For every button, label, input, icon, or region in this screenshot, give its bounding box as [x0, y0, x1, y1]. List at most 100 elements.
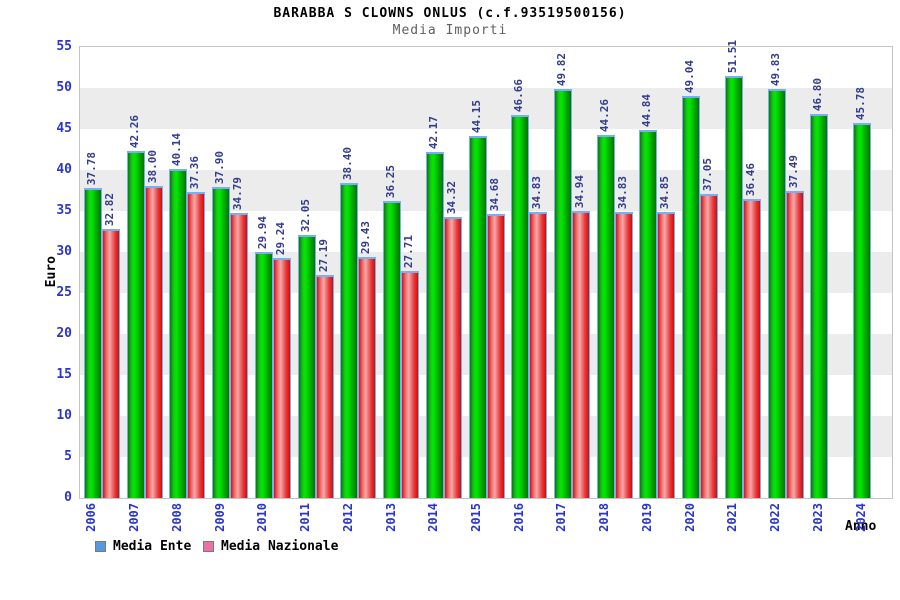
- value-label: 49.82: [554, 52, 568, 86]
- value-label: 44.15: [469, 99, 483, 133]
- y-tick-label: 5: [64, 449, 72, 464]
- value-label: 34.79: [231, 176, 245, 210]
- value-label: 44.26: [597, 98, 611, 132]
- value-label: 34.68: [487, 177, 501, 211]
- value-label: 37.36: [188, 155, 202, 189]
- bar-media-nazionale-2007: [144, 186, 163, 498]
- y-tick-label: 35: [56, 203, 72, 218]
- x-tick-label: 2007: [127, 503, 142, 532]
- x-tick-label: 2006: [84, 503, 99, 532]
- value-label: 37.49: [786, 154, 800, 188]
- y-axis-title: Euro: [44, 256, 59, 288]
- x-tick-label: 2019: [639, 503, 654, 532]
- value-label: 34.83: [530, 175, 544, 209]
- bar-media-ente-2012: [340, 183, 359, 498]
- bar-media-nazionale-2014: [443, 217, 462, 498]
- bar-media-ente-2011: [297, 235, 316, 498]
- x-tick-label: 2014: [426, 503, 441, 532]
- bar-media-nazionale-2012: [358, 257, 377, 498]
- legend-swatch-media-ente: [95, 541, 106, 552]
- value-label: 49.83: [768, 52, 782, 86]
- value-label: 38.00: [145, 149, 159, 183]
- chart-title: BARABBA S CLOWNS ONLUS (c.f.93519500156): [273, 6, 627, 21]
- y-tick-label: 40: [56, 162, 72, 177]
- value-label: 27.19: [316, 238, 330, 272]
- value-label: 51.51: [725, 39, 739, 73]
- bar-media-ente-2023: [810, 114, 829, 498]
- y-tick-label: 30: [56, 244, 72, 259]
- x-tick-label: 2020: [682, 503, 697, 532]
- bar-media-ente-2015: [468, 136, 487, 498]
- y-tick-label: 20: [56, 326, 72, 341]
- x-tick-label: 2024: [853, 503, 868, 532]
- chart-subtitle: Media Importi: [392, 23, 508, 38]
- bar-media-ente-2019: [639, 130, 658, 498]
- y-tick-label: 10: [56, 408, 72, 423]
- value-label: 44.84: [640, 93, 654, 127]
- bar-media-nazionale-2022: [785, 191, 804, 498]
- value-label: 29.43: [359, 220, 373, 254]
- x-tick-label: 2008: [169, 503, 184, 532]
- bar-media-ente-2017: [553, 89, 572, 498]
- value-label: 37.90: [213, 150, 227, 184]
- bar-media-nazionale-2006: [101, 229, 120, 498]
- bar-media-ente-2009: [212, 187, 231, 498]
- value-label: 37.78: [84, 151, 98, 185]
- bar-media-nazionale-2009: [230, 213, 249, 498]
- y-tick-label: 0: [64, 490, 72, 505]
- bar-media-ente-2014: [425, 152, 444, 498]
- value-label: 34.94: [572, 174, 586, 208]
- bar-media-nazionale-2013: [401, 271, 420, 498]
- x-tick-label: 2013: [383, 503, 398, 532]
- y-tick-label: 45: [56, 121, 72, 136]
- value-label: 38.40: [341, 146, 355, 180]
- legend-label-media-nazionale: Media Nazionale: [221, 539, 339, 554]
- value-label: 34.83: [615, 175, 629, 209]
- bar-media-ente-2024: [853, 123, 872, 498]
- value-label: 34.85: [658, 175, 672, 209]
- bar-media-nazionale-2015: [486, 214, 505, 498]
- bar-media-nazionale-2016: [529, 212, 548, 498]
- value-label: 29.94: [255, 215, 269, 249]
- legend-swatch-media-nazionale: [203, 541, 214, 552]
- value-label: 46.80: [811, 77, 825, 111]
- value-label: 36.46: [743, 162, 757, 196]
- bar-media-ente-2010: [254, 252, 273, 498]
- x-tick-label: 2015: [469, 503, 483, 532]
- x-tick-label: 2016: [511, 503, 526, 532]
- value-label: 32.82: [102, 192, 116, 226]
- x-axis-title: Anno: [845, 519, 877, 534]
- legend-label-media-ente: Media Ente: [113, 539, 192, 554]
- x-tick-label: 2010: [255, 503, 270, 532]
- bar-media-nazionale-2021: [742, 199, 761, 498]
- x-tick-label: 2021: [725, 503, 740, 532]
- value-label: 46.66: [512, 78, 526, 112]
- x-tick-label: 2012: [340, 503, 355, 532]
- x-tick-label: 2011: [298, 503, 313, 532]
- value-label: 32.05: [298, 198, 312, 232]
- bar-media-nazionale-2019: [657, 212, 676, 498]
- value-label: 34.32: [444, 180, 458, 214]
- y-tick-label: 25: [56, 285, 72, 300]
- bar-media-nazionale-2010: [272, 258, 291, 498]
- value-label: 49.04: [683, 59, 697, 93]
- bar-media-nazionale-2008: [187, 192, 206, 498]
- bar-media-nazionale-2017: [571, 211, 590, 498]
- value-label: 27.71: [402, 234, 416, 268]
- value-label: 37.05: [701, 157, 715, 191]
- x-tick-label: 2017: [554, 503, 569, 532]
- bar-media-ente-2007: [126, 151, 145, 498]
- value-label: 45.78: [854, 86, 868, 120]
- x-tick-label: 2009: [212, 503, 227, 532]
- bar-media-ente-2013: [383, 201, 402, 498]
- bar-media-ente-2006: [83, 188, 102, 498]
- bar-media-ente-2022: [767, 89, 786, 498]
- value-label: 36.25: [384, 164, 398, 198]
- bar-media-ente-2016: [511, 115, 530, 498]
- bar-media-ente-2021: [724, 76, 743, 498]
- bar-media-ente-2018: [596, 135, 615, 498]
- x-tick-label: 2018: [597, 503, 612, 532]
- x-tick-label: 2023: [810, 503, 825, 532]
- bar-media-nazionale-2020: [700, 194, 719, 498]
